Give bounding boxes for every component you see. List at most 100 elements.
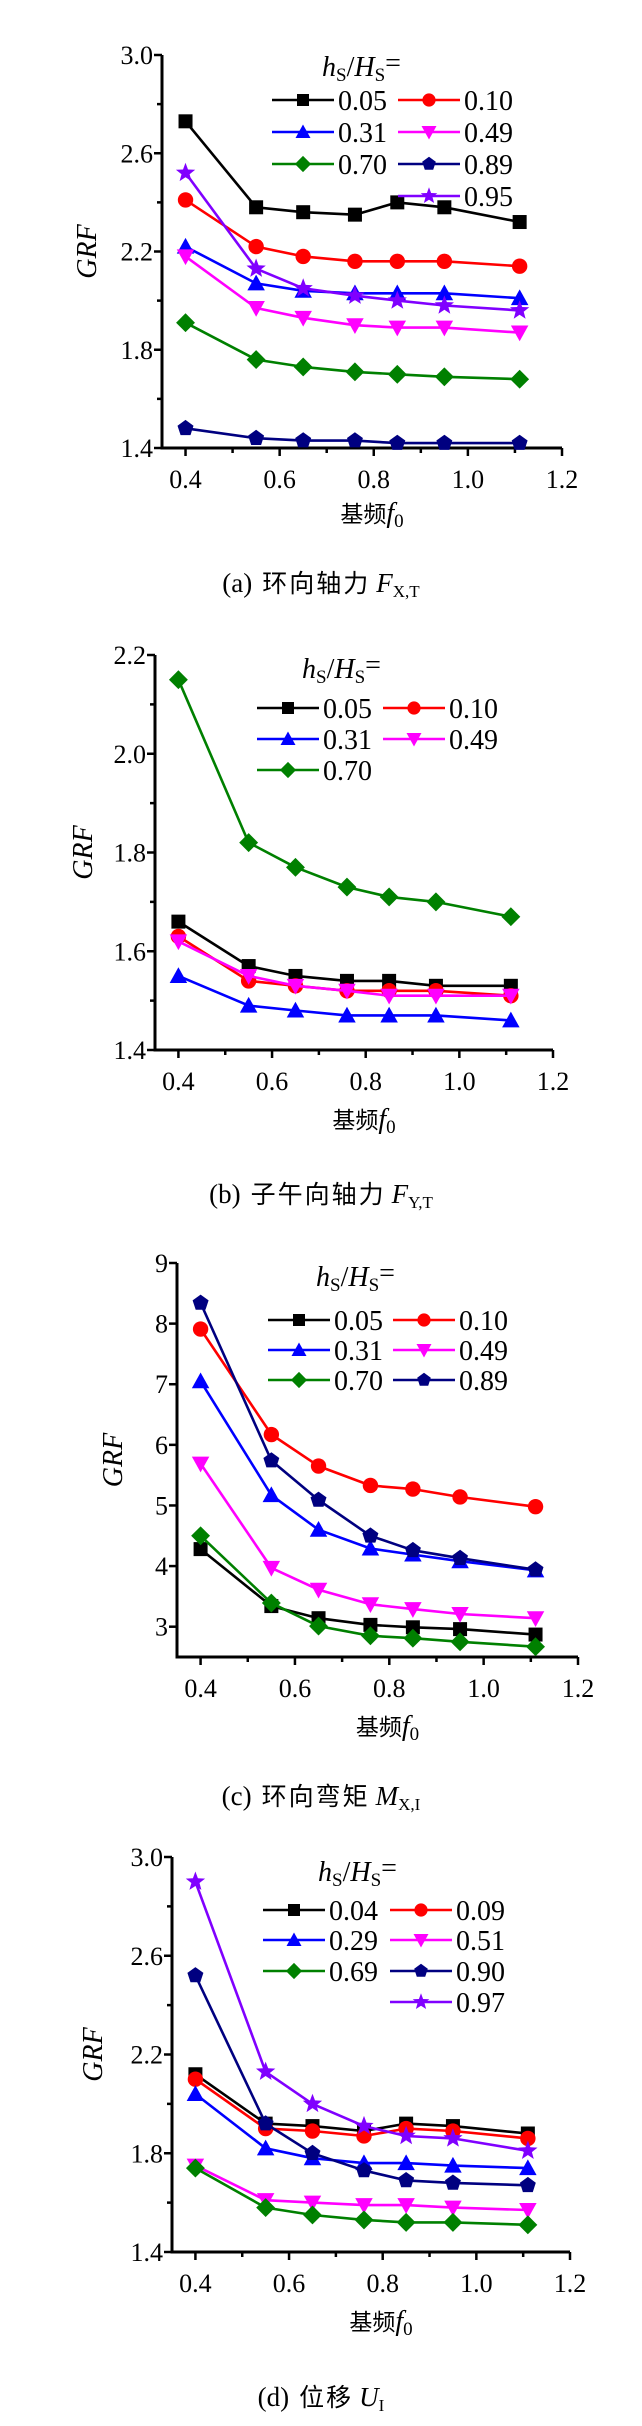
caption-c-subscript: X,I	[398, 1795, 421, 1814]
legend-title-H: H	[347, 1262, 370, 1293]
axes: 3 4 5 6 7 8 9 0.4 0.6 0.8 1.0 1.2	[155, 1249, 594, 1703]
data-point	[303, 2205, 322, 2225]
data-point	[354, 2210, 374, 2230]
legend-marker	[295, 124, 311, 138]
legend-title-eq: =	[365, 650, 381, 681]
legend-marker	[288, 1904, 300, 1916]
chart-d: 1.41.82.22.63.00.4 0.6 0.8 1.0 1.2GRF基频f0hS/…	[78, 1843, 586, 2340]
legend-marker	[412, 1993, 430, 2009]
legend: hS/HS=0.04 0.090.29 0.510.69 0.900.97	[263, 1853, 505, 2019]
y-tick-label: 1.4	[114, 1036, 147, 1065]
data-point	[502, 988, 520, 1005]
data-point	[191, 1456, 210, 1473]
data-point	[249, 200, 264, 215]
legend-item-0.90: 0.90	[390, 1957, 505, 1988]
data-point	[397, 2198, 415, 2214]
data-point	[293, 278, 313, 297]
data-point	[511, 258, 528, 274]
legend-marker	[294, 155, 312, 173]
data-point	[519, 2176, 536, 2193]
legend-item-0.70: 0.70	[268, 1366, 383, 1397]
data-point	[405, 1620, 420, 1635]
caption-a-subscript: X,T	[392, 582, 420, 601]
data-point	[262, 1486, 281, 1503]
legend-label: 0.70	[338, 150, 387, 181]
x-tick-label: 0.6	[256, 1067, 289, 1096]
legend-marker	[286, 1932, 302, 1946]
data-point	[388, 320, 407, 337]
y-tick-label: 1.4	[121, 434, 154, 463]
data-point	[389, 253, 405, 270]
legend-label: 0.31	[334, 1336, 383, 1367]
x-axis-label: 基频f0	[356, 1711, 419, 1745]
legend-item-0.49: 0.49	[398, 118, 513, 149]
data-point	[185, 1871, 206, 1890]
legend-title-h: h	[316, 1262, 330, 1293]
legend-title-slash: /	[343, 1857, 351, 1888]
data-point	[452, 1489, 468, 1505]
x-tick-label: 0.6	[263, 465, 296, 494]
data-point	[435, 284, 454, 301]
data-point	[263, 1452, 280, 1468]
data-point	[361, 1539, 380, 1556]
caption-d-label: (d)	[257, 2382, 290, 2412]
legend-item-0.51: 0.51	[390, 1926, 505, 1957]
data-point	[168, 670, 188, 690]
data-point	[451, 1606, 469, 1623]
data-point	[528, 1627, 543, 1642]
data-point	[502, 1011, 520, 1028]
y-tick-label: 1.6	[114, 937, 147, 966]
x-tick-label: 1.0	[467, 1674, 500, 1703]
data-point	[404, 1541, 421, 1558]
legend-label: 0.29	[329, 1926, 378, 1957]
data-point	[354, 2115, 374, 2135]
legend-title-h-sub: S	[316, 667, 327, 688]
data-point	[246, 258, 266, 277]
data-point	[304, 2123, 321, 2139]
data-point	[437, 200, 452, 215]
legend-item-0.31: 0.31	[272, 118, 387, 149]
data-point	[186, 2085, 205, 2101]
legend-item-0.05: 0.05	[268, 1306, 383, 1337]
data-point	[262, 1560, 281, 1577]
data-point	[397, 2154, 415, 2171]
legend-marker	[417, 1313, 431, 1327]
series-0.49	[191, 1456, 545, 1627]
data-point	[360, 1626, 380, 1646]
legend-title-H: H	[353, 52, 376, 83]
data-point	[177, 192, 194, 208]
legend-label: 0.05	[334, 1306, 383, 1337]
data-point	[347, 253, 363, 270]
data-point	[426, 892, 446, 912]
data-point	[347, 207, 362, 222]
data-point	[338, 983, 356, 1000]
data-point	[286, 857, 305, 877]
data-point	[379, 887, 399, 907]
data-point	[239, 968, 258, 985]
caption-b-symbol: F	[391, 1179, 409, 1209]
x-tick-label: 1.2	[562, 1674, 595, 1703]
data-point	[362, 1477, 379, 1494]
caption-d-text: 位移	[299, 2383, 354, 2412]
data-point	[191, 1372, 210, 1389]
data-point	[309, 1616, 328, 1636]
y-tick-label: 2.6	[121, 139, 154, 168]
data-point	[380, 988, 398, 1005]
data-point	[303, 2195, 322, 2212]
data-point	[444, 2156, 462, 2173]
y-tick-label: 7	[155, 1370, 168, 1399]
legend-label: 0.89	[464, 150, 513, 181]
x-axis-label-subscript: 0	[403, 2319, 413, 2340]
data-point	[295, 432, 312, 448]
legend-label: 0.05	[323, 694, 372, 725]
data-point	[256, 2061, 276, 2080]
legend-item-0.10: 0.10	[398, 86, 513, 117]
x-tick-label: 1.2	[537, 1067, 570, 1096]
data-point	[338, 1006, 356, 1023]
data-point	[345, 285, 365, 304]
caption-b-label: (b)	[209, 1179, 241, 1209]
caption-a-label: (a)	[222, 568, 253, 598]
legend-item-0.04: 0.04	[263, 1896, 378, 1927]
data-point	[347, 432, 363, 448]
y-tick-label: 3.0	[131, 1843, 164, 1872]
